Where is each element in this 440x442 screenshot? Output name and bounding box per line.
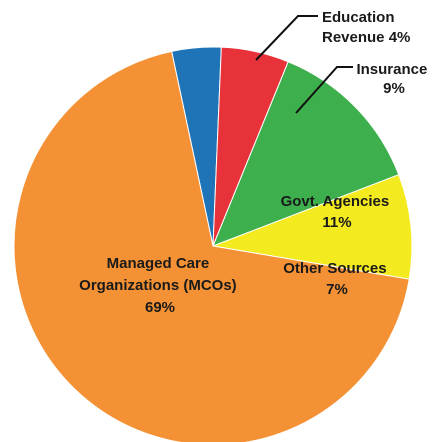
slice-label-managed-care: Managed Care Organizations (MCOs) 69% — [79, 255, 241, 316]
pie-slices — [13, 46, 413, 442]
slice-label-insurance: Insurance 9% — [356, 61, 431, 97]
slice-label-other-sources: Other Sources 7% — [283, 260, 391, 298]
slice-label-govt-agencies: Govt. Agencies 11% — [281, 193, 394, 231]
pie-slice-govt-agencies — [212, 61, 400, 247]
leader-line-insurance — [295, 66, 353, 114]
pie-slice-other-sources — [211, 174, 413, 280]
leader-line-education — [255, 15, 318, 61]
leader-lines — [255, 15, 353, 114]
slice-label-education-revenue: Education Revenue 4% — [322, 9, 410, 46]
pie-slice-managed-care-organizations-mcos — [13, 50, 410, 442]
